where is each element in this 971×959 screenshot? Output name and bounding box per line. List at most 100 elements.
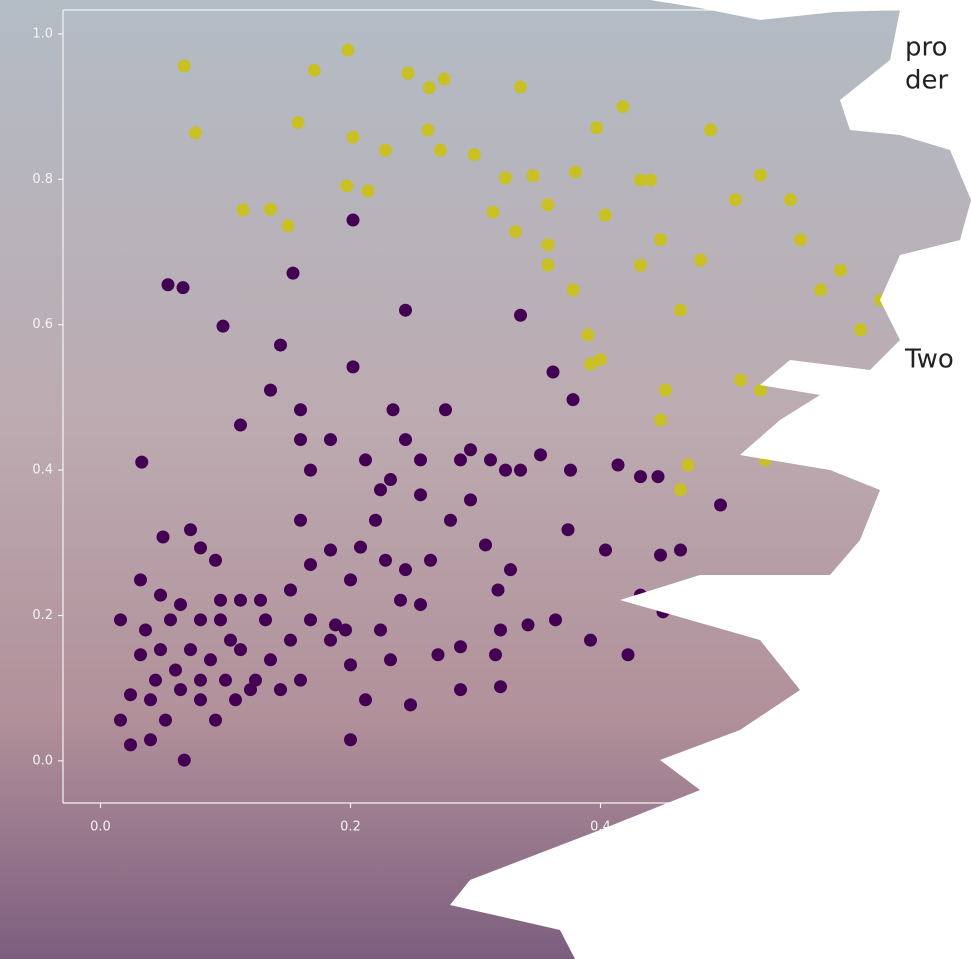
scatter-point <box>582 328 595 341</box>
scatter-point <box>682 459 695 472</box>
scatter-point <box>509 225 522 238</box>
scatter-point <box>274 339 287 352</box>
scatter-point <box>542 198 555 211</box>
scatter-point <box>139 624 152 637</box>
scatter-point <box>194 613 207 626</box>
scatter-point <box>567 283 580 296</box>
scatter-point <box>594 353 607 366</box>
scatter-point <box>384 653 397 666</box>
scatter-point <box>414 453 427 466</box>
scatter-point <box>178 754 191 767</box>
scatter-point <box>423 81 436 94</box>
scatter-point <box>567 393 580 406</box>
scatter-point <box>504 563 517 576</box>
scatter-point <box>294 433 307 446</box>
scatter-point <box>674 304 687 317</box>
scatter-point <box>622 648 635 661</box>
scatter-point <box>694 254 707 267</box>
scatter-point <box>324 634 337 647</box>
scatter-point <box>654 549 667 562</box>
scatter-point <box>234 419 247 432</box>
scatter-point <box>154 643 167 656</box>
scatter-point <box>308 64 321 77</box>
scatter-point <box>384 473 397 486</box>
scatter-point <box>734 373 747 386</box>
scatter-point <box>794 233 807 246</box>
scatter-point <box>492 584 505 597</box>
scatter-point <box>189 126 202 139</box>
scatter-point <box>444 514 457 527</box>
scatter-point <box>219 674 232 687</box>
scatter-point <box>149 674 162 687</box>
scatter-point <box>169 663 182 676</box>
scatter-point <box>284 634 297 647</box>
scatter-point <box>379 144 392 157</box>
y-tick-label: 0.0 <box>32 753 53 768</box>
scatter-point <box>144 733 157 746</box>
scatter-point <box>414 488 427 501</box>
scatter-point <box>244 683 257 696</box>
scatter-point <box>438 73 451 86</box>
scatter-point <box>547 365 560 378</box>
scatter-point <box>729 193 742 206</box>
scatter-point <box>154 589 167 602</box>
scatter-point <box>229 693 242 706</box>
x-tick-label: 0.0 <box>90 820 111 835</box>
y-tick-label: 0.4 <box>32 463 53 478</box>
scatter-point <box>324 433 337 446</box>
scatter-point <box>124 738 137 751</box>
scatter-point <box>834 264 847 277</box>
scatter-point <box>362 184 375 197</box>
scatter-point <box>644 174 657 187</box>
scatter-point <box>590 121 603 134</box>
scatter-point <box>468 148 481 161</box>
scatter-point <box>399 563 412 576</box>
scatter-point <box>584 634 597 647</box>
scatter-point <box>414 598 427 611</box>
scatter-point <box>634 470 647 483</box>
scatter-point <box>264 203 277 216</box>
scatter-point <box>634 259 647 272</box>
scatter-point <box>294 674 307 687</box>
scatter-point <box>654 233 667 246</box>
scatter-point <box>304 613 317 626</box>
slide-label: Two <box>904 345 954 375</box>
scatter-point <box>347 214 360 227</box>
scatter-point <box>359 453 372 466</box>
scatter-point <box>399 433 412 446</box>
scatter-point <box>184 523 197 536</box>
slide-line: pro <box>905 33 948 63</box>
scatter-point <box>124 688 137 701</box>
scatter-point <box>612 459 625 472</box>
scatter-point <box>342 43 355 56</box>
scatter-point <box>434 144 447 157</box>
scatter-point <box>304 464 317 477</box>
scatter-point <box>814 283 827 296</box>
scatter-point <box>347 360 360 373</box>
slide: 0.00.20.40.00.20.40.60.81.0 proderTwo <box>0 0 971 959</box>
scatter-point <box>134 648 147 661</box>
scatter-point <box>340 179 353 192</box>
scatter-point <box>374 624 387 637</box>
scatter-point <box>454 683 467 696</box>
scatter-point <box>479 538 492 551</box>
scatter-point <box>534 448 547 461</box>
scatter-point <box>264 384 277 397</box>
scatter-point <box>354 541 367 554</box>
scatter-point <box>454 640 467 653</box>
scatter-point <box>854 323 867 336</box>
scatter-point <box>114 613 127 626</box>
scatter-point <box>134 573 147 586</box>
scatter-point <box>369 514 382 527</box>
scatter-point <box>209 714 222 727</box>
scatter-point <box>424 554 437 567</box>
scatter-point <box>484 453 497 466</box>
scatter-point <box>114 714 127 727</box>
scatter-point <box>379 554 392 567</box>
scatter-point <box>494 624 507 637</box>
scatter-point <box>549 613 562 626</box>
scatter-point <box>259 613 272 626</box>
scatter-point <box>514 464 527 477</box>
scatter-point <box>499 171 512 184</box>
y-tick-label: 0.2 <box>32 608 53 623</box>
